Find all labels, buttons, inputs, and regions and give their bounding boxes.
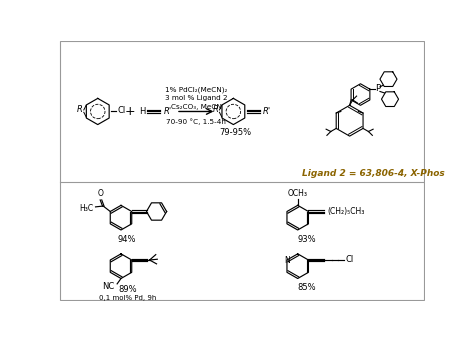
Text: OCH₃: OCH₃ [288, 189, 308, 198]
Text: Ligand 2 = 63,806-4, X-Phos: Ligand 2 = 63,806-4, X-Phos [302, 169, 444, 178]
Text: 85%: 85% [298, 283, 316, 292]
Text: 94%: 94% [118, 235, 136, 244]
Text: Cl: Cl [117, 106, 126, 115]
Text: 1% PdCl₂(MeCN)₂: 1% PdCl₂(MeCN)₂ [165, 87, 228, 93]
Text: O: O [98, 189, 104, 198]
Text: H₃C: H₃C [79, 204, 93, 213]
Text: NC: NC [102, 283, 115, 291]
Text: P: P [375, 84, 380, 93]
Text: 3 mol % Ligand 2: 3 mol % Ligand 2 [165, 95, 228, 101]
Text: 93%: 93% [298, 235, 316, 244]
Text: H: H [140, 107, 146, 116]
Text: R: R [77, 105, 83, 115]
Text: 0,1 mol% Pd, 9h: 0,1 mol% Pd, 9h [99, 295, 156, 301]
Text: 79-95%: 79-95% [219, 128, 251, 137]
Text: R: R [213, 105, 219, 115]
Circle shape [284, 257, 290, 263]
Text: 89%: 89% [118, 285, 136, 294]
Text: +: + [125, 105, 135, 118]
Text: (CH₂)₅CH₃: (CH₂)₅CH₃ [327, 207, 364, 216]
Text: N: N [284, 256, 290, 265]
Text: 70-90 °C, 1.5-4h: 70-90 °C, 1.5-4h [166, 118, 226, 125]
Text: R': R' [263, 107, 271, 116]
Text: R': R' [164, 107, 172, 116]
Text: Cl: Cl [346, 255, 354, 264]
Text: Cs₂CO₃, MeCN: Cs₂CO₃, MeCN [171, 104, 222, 110]
